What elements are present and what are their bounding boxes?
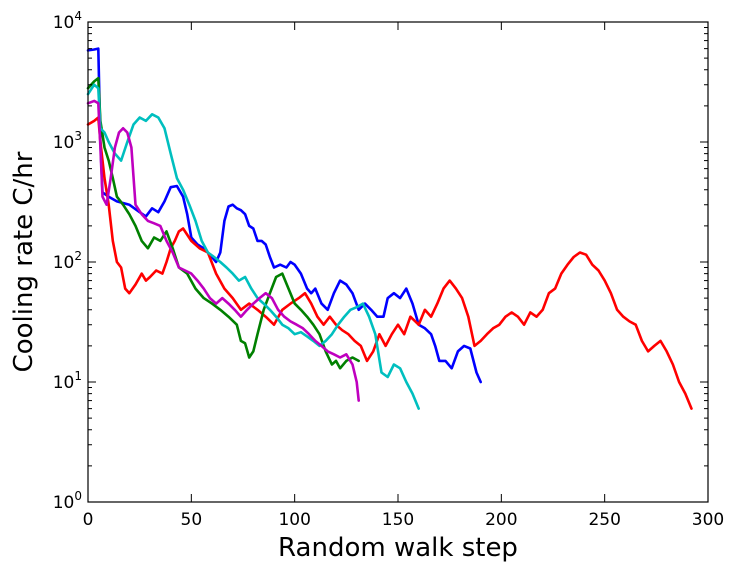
- x-axis-label: Random walk step: [278, 533, 518, 563]
- x-tick-label: 100: [278, 510, 310, 530]
- series-line-1: [86, 47, 482, 384]
- y-tick-label: 103: [53, 129, 82, 153]
- x-tick-label: 50: [181, 510, 203, 530]
- x-tick-label: 200: [485, 510, 517, 530]
- series-layer: [86, 47, 693, 410]
- y-tick-label: 102: [53, 249, 82, 273]
- plot-frame: [87, 21, 709, 503]
- x-tick-label: 150: [382, 510, 414, 530]
- y-tick-label: 101: [53, 369, 82, 393]
- x-tick-label: 250: [588, 510, 620, 530]
- y-axis-label: Cooling rate C/hr: [9, 151, 39, 372]
- x-tick-label: 0: [83, 510, 94, 530]
- series-line-4: [86, 83, 420, 410]
- y-tick-label: 100: [53, 489, 82, 513]
- series-line-5: [86, 99, 360, 402]
- series-line-2: [86, 116, 693, 410]
- labels-layer: 0 50 100 150 200 250 300 100 101 102 103 104: [53, 9, 725, 530]
- series-line-3: [86, 76, 360, 370]
- y-tick-label: 104: [53, 9, 82, 33]
- x-tick-label: 300: [692, 510, 724, 530]
